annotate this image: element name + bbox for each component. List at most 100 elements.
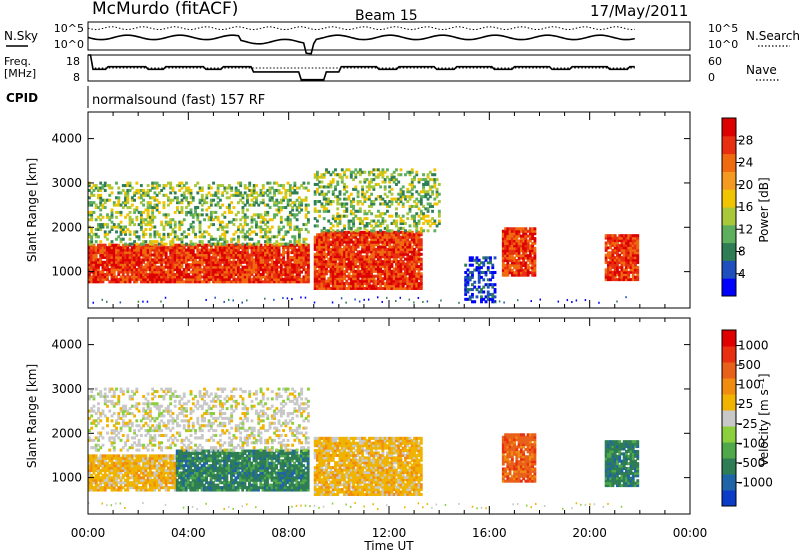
power-cell [155, 272, 159, 277]
power-cell [320, 284, 324, 288]
power-cell [320, 173, 324, 177]
power-cell [376, 182, 380, 186]
power-cell [609, 275, 613, 279]
power-cell [363, 178, 367, 182]
power-cell [306, 277, 310, 281]
power-cell [155, 193, 159, 197]
power-cell [270, 218, 274, 222]
power-cell [297, 263, 301, 267]
power-cell [372, 247, 376, 251]
power-cell [137, 258, 141, 262]
power-cell [390, 202, 394, 206]
power-cell [169, 181, 173, 185]
power-cell [198, 248, 202, 252]
power-cell [381, 243, 385, 247]
power-cell [426, 197, 430, 201]
power-cell [218, 198, 222, 202]
power-cell [232, 232, 236, 236]
power-cell [501, 273, 505, 277]
power-cell [171, 258, 175, 262]
power-cell [388, 282, 392, 286]
power-cell [320, 230, 324, 234]
power-cell [419, 243, 423, 247]
power-cell [230, 253, 234, 257]
power-cell [250, 215, 254, 219]
power-cell [144, 268, 148, 272]
power-cell [212, 237, 216, 241]
power-cell [501, 249, 505, 253]
power-cell [304, 270, 308, 274]
power-cell [288, 203, 292, 207]
power-cell [171, 230, 175, 234]
power-cell [282, 270, 286, 274]
power-cell [383, 219, 387, 223]
power-cell [517, 271, 521, 275]
power-cell [119, 268, 123, 272]
power-cell [408, 269, 412, 273]
power-cell [255, 260, 258, 264]
power-cell [200, 251, 204, 255]
power-cell [133, 270, 137, 274]
power-cell [477, 285, 481, 289]
power-cell [322, 272, 326, 276]
power-cell [318, 180, 322, 184]
power-cell [320, 252, 324, 256]
power-cell [169, 191, 173, 195]
power-cell [239, 268, 243, 272]
power-cell [216, 242, 220, 246]
power-cell [349, 284, 353, 288]
power-cell [268, 206, 272, 210]
power-cell [515, 259, 519, 263]
power-cell [277, 251, 281, 255]
power-cell [533, 261, 537, 265]
power-cell [94, 184, 98, 188]
power-cell [144, 191, 148, 195]
power-cell [103, 181, 107, 185]
power-cell [257, 277, 261, 281]
power-cell [169, 198, 173, 202]
power-cell [144, 218, 148, 222]
power-cell [198, 201, 202, 205]
power-cell [390, 247, 394, 251]
power-cell [627, 275, 631, 279]
power-cell [239, 255, 243, 259]
power-cell [306, 263, 310, 267]
power-cell [302, 246, 306, 250]
power-cell [248, 188, 252, 192]
power-cell [464, 280, 468, 284]
power-cell [94, 203, 98, 207]
power-cell [153, 235, 157, 239]
power-cell [392, 233, 396, 237]
power-cell [383, 235, 387, 239]
power-cell [264, 223, 267, 227]
power-cell [236, 188, 240, 192]
power-cell [424, 190, 428, 194]
power-cell [388, 269, 392, 273]
power-cell [618, 270, 622, 274]
power-cell [385, 226, 389, 230]
power-cell [225, 253, 229, 257]
power-cell [392, 238, 396, 242]
power-cell [422, 214, 425, 218]
power-cell [92, 210, 96, 214]
power-cell [504, 273, 507, 277]
power-cell [270, 268, 274, 272]
power-cell [374, 252, 378, 256]
power-cell [513, 234, 517, 238]
velocity-cell [99, 483, 103, 487]
power-cell [413, 221, 416, 226]
power-cell [618, 234, 622, 238]
power-cell [200, 260, 204, 264]
power-cell [142, 203, 146, 207]
power-cell [205, 251, 209, 255]
power-cell [627, 256, 631, 260]
power-cell [270, 225, 274, 229]
power-cell [178, 181, 182, 185]
power-cell [88, 277, 91, 281]
power-cell [234, 251, 238, 255]
power-cell [151, 280, 155, 284]
power-cell [212, 265, 216, 269]
power-cell [419, 264, 423, 269]
power-cell [126, 188, 130, 192]
power-cell [194, 213, 197, 217]
